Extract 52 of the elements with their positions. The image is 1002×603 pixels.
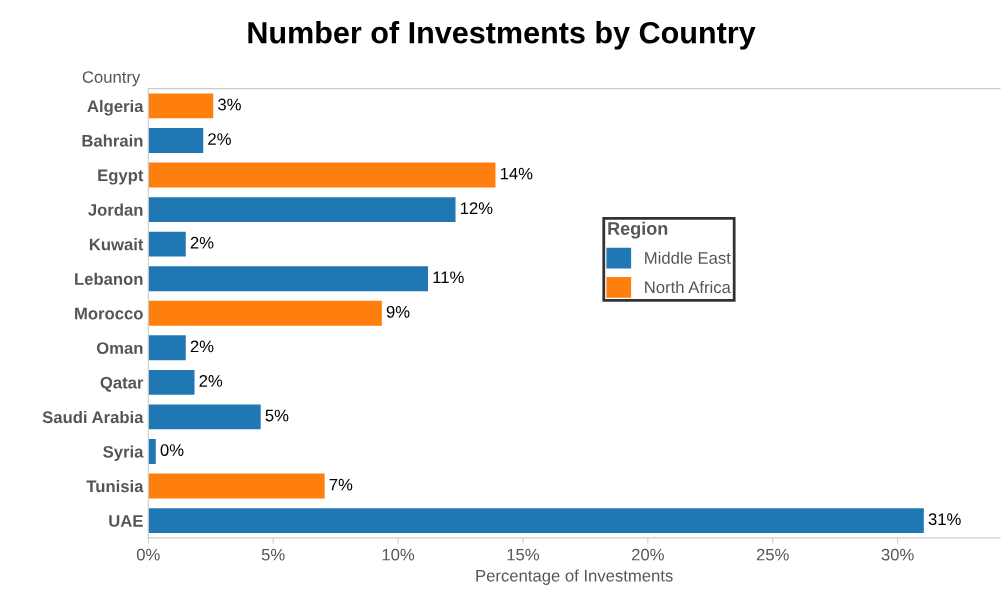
bar [148, 197, 456, 223]
y-tick-label: Lebanon [75, 272, 143, 285]
y-tick-label: Oman [96, 342, 143, 355]
data-label: 2% [199, 375, 223, 387]
x-tick-label: 0% [136, 548, 160, 561]
y-axis-title: Country [82, 71, 141, 87]
y-tick-label: Tunisia [86, 480, 144, 493]
bar [148, 266, 429, 292]
data-label: 9% [386, 305, 410, 318]
y-tick-label: Kuwait [89, 238, 144, 251]
legend-title: Region [608, 221, 668, 239]
data-label: 2% [190, 236, 214, 249]
data-label: 3% [218, 98, 241, 111]
bar [148, 369, 195, 395]
data-label: 5% [265, 409, 289, 422]
data-label: 2% [190, 340, 214, 353]
x-tick-label: 5% [261, 548, 285, 561]
bar [148, 300, 382, 326]
y-tick-label: Qatar [100, 376, 144, 392]
legend-label: Middle East [645, 251, 731, 264]
bar [148, 404, 261, 430]
y-tick-label: Morocco [75, 307, 143, 320]
data-label: 11% [433, 271, 464, 284]
data-label: 2% [208, 133, 231, 145]
x-axis-title: Percentage of Investments [476, 569, 673, 585]
y-tick-label: Saudi Arabia [42, 410, 144, 424]
y-tick-label: Bahrain [82, 134, 143, 147]
bar [148, 473, 325, 499]
bar [148, 508, 924, 534]
chart-title: Number of Investments by Country [248, 21, 756, 50]
bar [148, 162, 496, 188]
x-tick-label: 10% [382, 548, 415, 561]
data-label: 12% [460, 202, 493, 214]
y-tick-label: UAE [109, 515, 143, 527]
data-label: 7% [329, 478, 353, 491]
y-tick-label: Algeria [87, 99, 144, 116]
bar [148, 335, 186, 361]
x-tick-label: 30% [881, 548, 914, 561]
bar [148, 231, 186, 257]
y-tick-label: Jordan [88, 203, 143, 216]
y-tick-label: Syria [103, 445, 144, 461]
bar [148, 439, 156, 464]
data-label: 31% [928, 513, 961, 526]
legend-label: North Africa [645, 280, 731, 294]
bar [148, 128, 204, 153]
x-tick-label: 25% [756, 548, 789, 561]
bar [148, 93, 214, 119]
data-label: 0% [160, 444, 184, 456]
data-label: 14% [500, 167, 533, 180]
x-tick-label: 15% [507, 548, 540, 561]
x-tick-label: 20% [631, 548, 664, 561]
y-tick-label: Egypt [98, 169, 144, 185]
